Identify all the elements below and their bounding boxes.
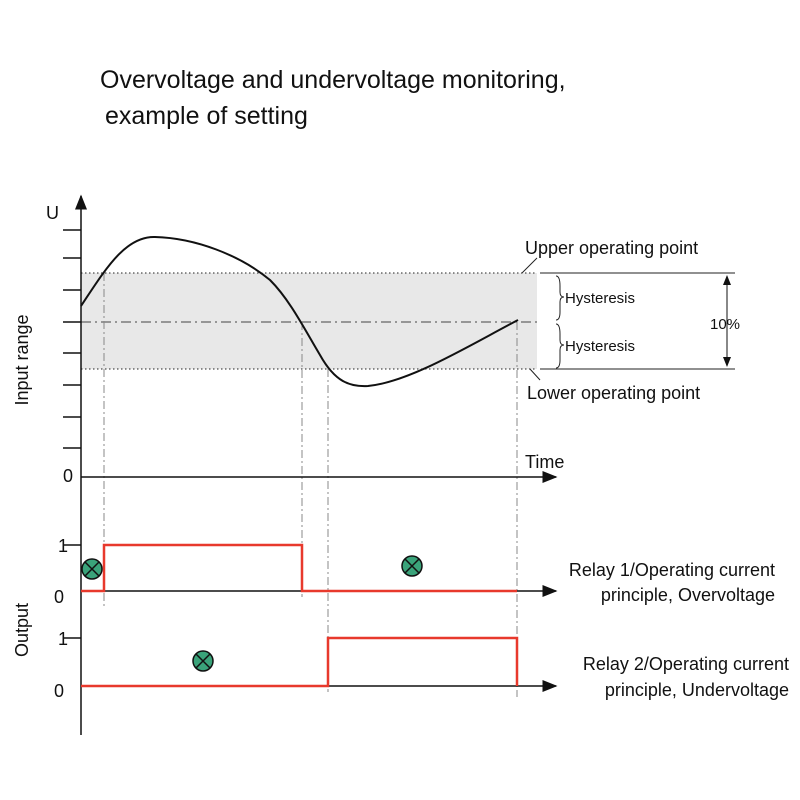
- time-label: Time: [525, 452, 564, 472]
- output-title: Output: [12, 603, 32, 657]
- relay-2-signal: [81, 636, 519, 688]
- axes: [63, 194, 558, 735]
- zero-label: 0: [63, 466, 73, 486]
- relay-label: principle, Overvoltage: [601, 585, 775, 605]
- upper-point-label: Upper operating point: [525, 238, 698, 258]
- band: [81, 257, 735, 381]
- relay-label: Relay 1/Operating current: [569, 560, 775, 580]
- relay-1-signal: [81, 543, 517, 593]
- hysteresis-label: Hysteresis: [565, 338, 635, 355]
- input-title: Input range: [12, 314, 32, 405]
- title-line: example of setting: [105, 102, 308, 130]
- high-label: 1: [58, 629, 68, 649]
- u-label: U: [46, 203, 59, 223]
- low-label: 0: [54, 587, 64, 607]
- band-label: 10%: [710, 316, 740, 333]
- title-line: Overvoltage and undervoltage monitoring,: [100, 66, 566, 94]
- hysteresis-label: Hysteresis: [565, 290, 635, 307]
- relay-icons: [81, 555, 423, 672]
- high-label: 1: [58, 536, 68, 556]
- low-label: 0: [54, 681, 64, 701]
- voltage-curve: [80, 235, 519, 388]
- relay-label: Relay 2/Operating current: [583, 654, 789, 674]
- relay-label: principle, Undervoltage: [605, 680, 789, 700]
- lower-point-label: Lower operating point: [527, 383, 700, 403]
